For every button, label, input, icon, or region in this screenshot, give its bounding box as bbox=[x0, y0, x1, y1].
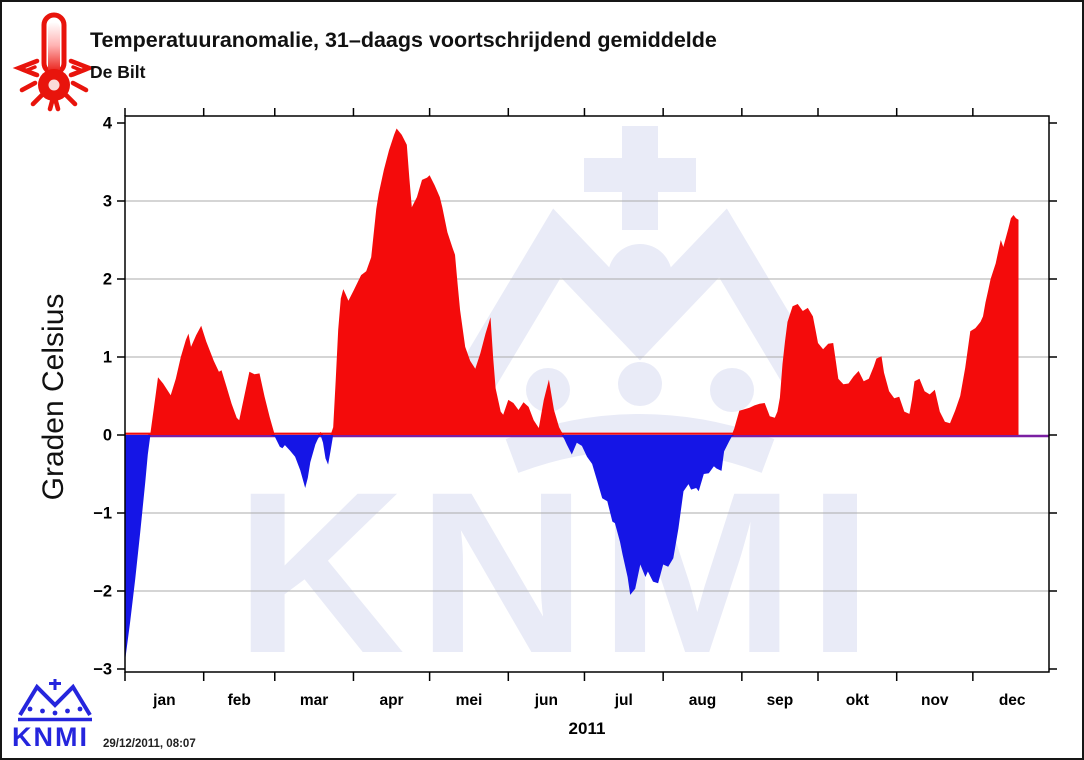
month-label-mar: mar bbox=[300, 692, 328, 709]
year-label: 2011 bbox=[569, 719, 606, 738]
y-tick-label: 0 bbox=[103, 427, 112, 445]
thermometer-icon bbox=[12, 12, 96, 112]
knmi-logo: KNMI bbox=[12, 678, 122, 753]
watermark-text: KNMI bbox=[235, 444, 885, 701]
knmi-watermark: KNMI bbox=[235, 126, 885, 701]
positive-anomaly-area bbox=[125, 128, 1019, 435]
gridlines bbox=[125, 200, 1049, 592]
month-label-aug: aug bbox=[689, 692, 717, 709]
month-label-jan: jan bbox=[152, 692, 175, 709]
month-label-okt: okt bbox=[846, 692, 869, 709]
thermometer-bulb bbox=[38, 69, 70, 101]
y-axis: −3 −2 −1 0 1 2 3 4 bbox=[93, 115, 1057, 679]
y-tick-label: −2 bbox=[93, 583, 112, 601]
y-tick-label: −3 bbox=[93, 661, 112, 679]
month-label-jun: jun bbox=[534, 692, 558, 709]
month-label-nov: nov bbox=[921, 692, 949, 709]
knmi-logo-text: KNMI bbox=[12, 722, 89, 752]
station-name: De Bilt bbox=[90, 62, 146, 82]
y-tick-label: 3 bbox=[103, 193, 112, 211]
chart-title: Temperatuuranomalie, 31–daags voortschri… bbox=[90, 28, 717, 52]
month-label-dec: dec bbox=[999, 692, 1026, 709]
y-tick-label: −1 bbox=[93, 505, 112, 523]
y-tick-label: 2 bbox=[103, 271, 112, 289]
month-label-feb: feb bbox=[228, 692, 251, 709]
month-label-jul: jul bbox=[614, 692, 633, 709]
knmi-crown-icon bbox=[18, 679, 92, 722]
plot-frame bbox=[124, 115, 1050, 673]
thermometer-tube bbox=[41, 12, 67, 76]
y-tick-label: 4 bbox=[103, 115, 113, 133]
x-axis: jan feb mar apr mei jun jul aug sep okt nov dec bbox=[124, 108, 1026, 709]
month-label-apr: apr bbox=[379, 692, 403, 709]
y-tick-label: 1 bbox=[103, 349, 112, 367]
month-label-sep: sep bbox=[767, 692, 794, 709]
month-label-mei: mei bbox=[456, 692, 483, 709]
y-axis-title: Graden Celsius bbox=[37, 293, 70, 501]
timestamp: 29/12/2011, 08:07 bbox=[103, 738, 196, 750]
